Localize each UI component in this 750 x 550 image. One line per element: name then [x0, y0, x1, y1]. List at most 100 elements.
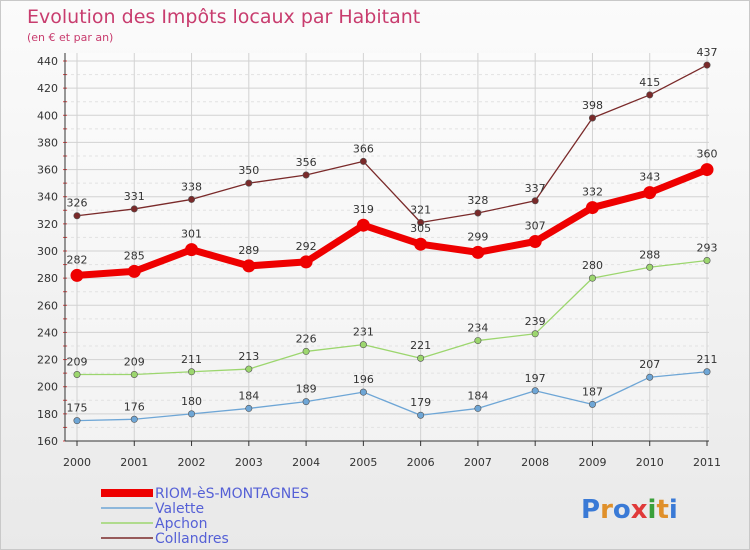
data-label: 301 — [181, 228, 202, 241]
data-label: 321 — [410, 204, 431, 217]
data-point — [245, 404, 253, 412]
data-point — [531, 197, 539, 205]
data-point — [359, 388, 367, 396]
data-point — [73, 370, 81, 378]
data-label: 289 — [238, 244, 259, 257]
data-label: 184 — [238, 389, 259, 402]
data-point — [700, 163, 714, 177]
series-valette: 175 176 180 184 189 196 179 184 197 187 207 211 — [67, 353, 718, 425]
data-point — [73, 212, 81, 220]
x-tick-label: 2005 — [349, 456, 377, 469]
y-tick-label: 260 — [37, 299, 58, 312]
data-label: 307 — [525, 220, 546, 233]
data-point — [127, 264, 141, 278]
data-point — [643, 186, 657, 200]
y-tick-label: 280 — [37, 272, 58, 285]
x-tick-label: 2011 — [693, 456, 721, 469]
logo-letter: i — [648, 495, 657, 525]
data-point — [531, 330, 539, 338]
data-label: 398 — [582, 99, 603, 112]
x-tick-label: 2007 — [464, 456, 492, 469]
legend-label: Apchon — [155, 516, 207, 532]
data-point — [646, 91, 654, 99]
data-label: 207 — [639, 358, 660, 371]
data-point — [302, 398, 310, 406]
data-point — [188, 410, 196, 418]
legend-label: Valette — [155, 501, 204, 517]
x-tick-label: 2002 — [178, 456, 206, 469]
series-riom-s-montagnes: 282 285 301 289 292 319 305 299 307 332 343 360 — [67, 148, 718, 282]
grid — [65, 53, 709, 442]
data-label: 176 — [124, 400, 145, 413]
data-point — [188, 195, 196, 203]
series-collandres: 326 331 338 350 356 366 321 328 337 398 415 437 — [67, 46, 718, 227]
data-label: 415 — [639, 76, 660, 89]
y-tick-label: 160 — [37, 435, 58, 448]
data-label: 299 — [467, 230, 488, 243]
data-label: 239 — [525, 315, 546, 328]
series-line — [76, 64, 708, 224]
data-point — [188, 368, 196, 376]
y-tick-label: 340 — [37, 191, 58, 204]
data-label: 213 — [238, 350, 259, 363]
series-line — [77, 259, 708, 376]
data-point — [185, 243, 199, 257]
y-tick-label: 300 — [37, 245, 58, 258]
data-point — [245, 365, 253, 373]
data-point — [474, 209, 482, 217]
data-label: 288 — [639, 248, 660, 261]
data-label: 184 — [467, 389, 488, 402]
y-tick-label: 420 — [37, 82, 58, 95]
data-point — [414, 237, 428, 251]
data-label: 197 — [525, 372, 546, 385]
data-point — [359, 341, 367, 349]
data-point — [474, 404, 482, 412]
data-label: 350 — [238, 164, 259, 177]
data-label: 360 — [697, 148, 718, 161]
data-label: 328 — [467, 194, 488, 207]
x-tick-label: 2003 — [235, 456, 263, 469]
series-line — [76, 371, 708, 422]
data-label: 326 — [67, 197, 88, 210]
chart-subtitle: (en € et par an) — [27, 31, 113, 44]
data-label: 305 — [410, 222, 431, 235]
data-label: 285 — [124, 249, 145, 262]
data-point — [245, 179, 253, 187]
logo-letter: x — [631, 495, 648, 525]
data-point — [356, 218, 370, 232]
data-point — [359, 157, 367, 165]
y-tick-label: 220 — [37, 354, 58, 367]
legend-label: RIOM-èS-MONTAGNES — [155, 486, 309, 502]
data-point — [703, 256, 711, 264]
data-label: 319 — [353, 203, 374, 216]
data-label: 282 — [67, 253, 88, 266]
y-tick-label: 180 — [37, 408, 58, 421]
series-apchon: 209 209 211 213 226 231 221 234 239 280 288 293 — [67, 242, 718, 378]
data-point — [471, 245, 485, 259]
x-tick-label: 2004 — [292, 456, 320, 469]
data-label: 338 — [181, 180, 202, 193]
data-label: 332 — [582, 186, 603, 199]
data-label: 189 — [296, 383, 317, 396]
data-label: 331 — [124, 190, 145, 203]
data-label: 211 — [181, 353, 202, 366]
y-tick-label: 200 — [37, 381, 58, 394]
data-point — [73, 417, 81, 425]
data-point — [70, 268, 84, 282]
data-label: 221 — [410, 339, 431, 352]
data-label: 180 — [181, 395, 202, 408]
data-point — [130, 415, 138, 423]
proxiti-logo: Proxiti — [581, 495, 678, 525]
x-tick-label: 2008 — [521, 456, 549, 469]
data-label: 292 — [296, 240, 317, 253]
data-point — [531, 387, 539, 395]
data-label: 187 — [582, 385, 603, 398]
data-point — [646, 373, 654, 381]
data-point — [130, 205, 138, 213]
data-label: 343 — [639, 171, 660, 184]
axes: 160 180 200 220 240 260 280 300 320 340 360 380 400 4… — [37, 53, 721, 469]
